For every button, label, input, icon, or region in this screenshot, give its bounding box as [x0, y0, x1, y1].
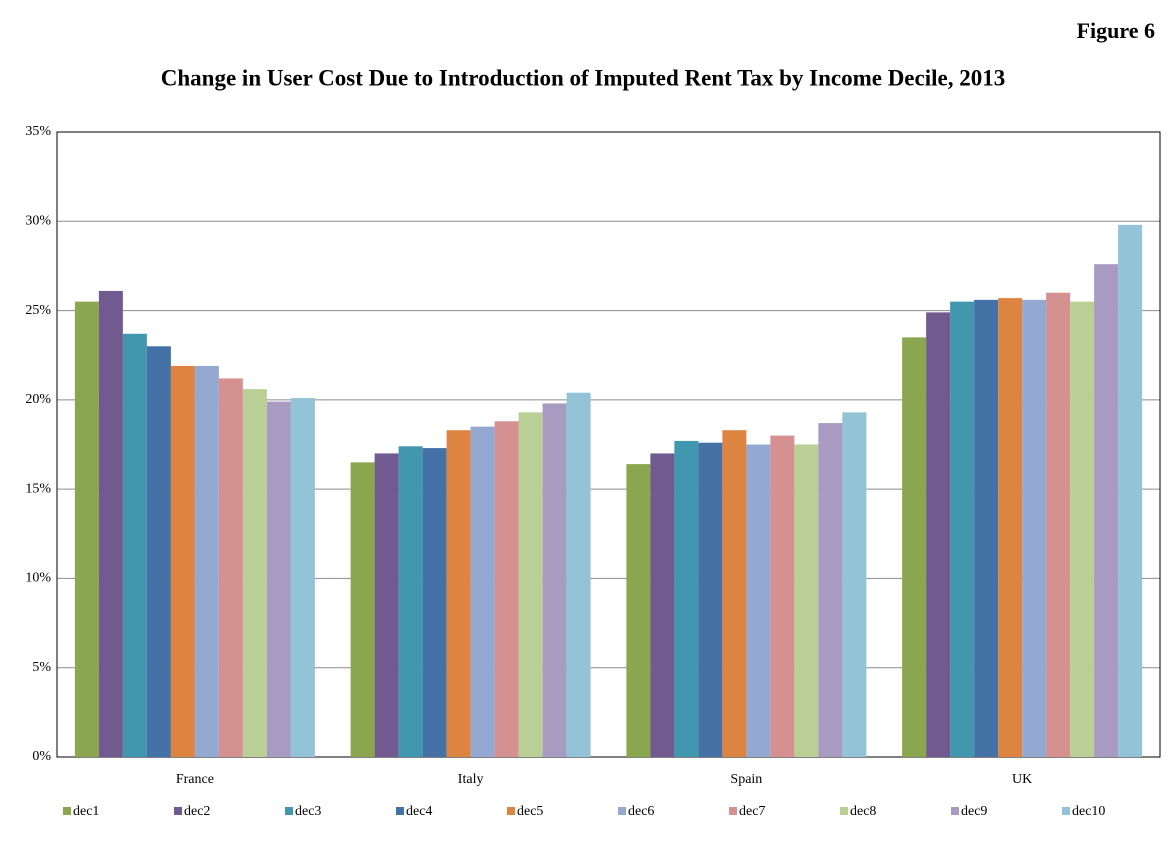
- legend-label: dec3: [295, 804, 321, 819]
- y-tick-label: 25%: [25, 303, 51, 318]
- bar: [746, 444, 771, 757]
- legend-label: dec9: [961, 804, 987, 819]
- bar: [518, 412, 543, 757]
- bar: [98, 290, 123, 757]
- bar: [794, 444, 819, 757]
- bar: [122, 333, 147, 757]
- figure-label: Figure 6: [1077, 18, 1155, 43]
- bar: [446, 430, 471, 757]
- legend-swatch: [63, 807, 71, 815]
- bar: [242, 389, 267, 757]
- bar: [902, 337, 927, 757]
- bar: [494, 421, 519, 757]
- bar: [1022, 299, 1047, 757]
- legend-swatch: [174, 807, 182, 815]
- bar: [1070, 301, 1095, 757]
- legend-swatch: [507, 807, 515, 815]
- bar: [146, 346, 171, 757]
- bar: [926, 312, 951, 757]
- legend-swatch: [840, 807, 848, 815]
- x-tick-label: Spain: [730, 772, 762, 787]
- legend-label: dec10: [1072, 804, 1105, 819]
- bar: [1046, 292, 1071, 757]
- bar: [722, 430, 747, 757]
- bar: [770, 435, 795, 757]
- bar: [818, 423, 843, 757]
- y-tick-label: 10%: [25, 571, 51, 586]
- bar: [74, 301, 99, 757]
- bar: [1094, 264, 1119, 757]
- bar: [218, 378, 243, 757]
- bar: [650, 453, 675, 757]
- bar: [470, 426, 495, 757]
- bar: [398, 446, 423, 757]
- bar: [1118, 224, 1143, 757]
- x-tick-label: UK: [1012, 772, 1032, 787]
- bar: [974, 299, 999, 757]
- y-tick-label: 35%: [25, 124, 51, 139]
- legend-label: dec7: [739, 804, 765, 819]
- legend-label: dec6: [628, 804, 654, 819]
- y-tick-label: 20%: [25, 392, 51, 407]
- bar: [266, 401, 291, 757]
- legend-label: dec2: [184, 804, 210, 819]
- x-tick-label: Italy: [458, 772, 484, 787]
- bar: [566, 392, 591, 757]
- legend-swatch: [1062, 807, 1070, 815]
- bar: [194, 365, 219, 757]
- legend-swatch: [729, 807, 737, 815]
- y-tick-label: 15%: [25, 481, 51, 496]
- legend-label: dec4: [406, 804, 432, 819]
- legend-label: dec5: [517, 804, 543, 819]
- bar: [674, 440, 699, 757]
- bar: [950, 301, 975, 757]
- plot-frame: [56, 131, 1161, 758]
- y-tick-label: 0%: [32, 749, 51, 764]
- legend-swatch: [396, 807, 404, 815]
- bar: [626, 464, 651, 757]
- legend-swatch: [618, 807, 626, 815]
- bar: [350, 462, 375, 757]
- bar: [698, 442, 723, 757]
- legend-swatch: [951, 807, 959, 815]
- bar: [374, 453, 399, 757]
- bar: [542, 403, 567, 757]
- bar: [998, 298, 1023, 757]
- bar: [422, 448, 447, 757]
- y-tick-label: 30%: [25, 214, 51, 229]
- x-tick-label: France: [176, 772, 214, 787]
- legend-label: dec8: [850, 804, 876, 819]
- legend-label: dec1: [73, 804, 99, 819]
- legend-swatch: [285, 807, 293, 815]
- y-tick-label: 5%: [32, 660, 51, 675]
- bar: [170, 365, 195, 757]
- bar: [842, 412, 867, 757]
- chart-title: Change in User Cost Due to Introduction …: [161, 65, 1005, 90]
- bar: [290, 398, 315, 757]
